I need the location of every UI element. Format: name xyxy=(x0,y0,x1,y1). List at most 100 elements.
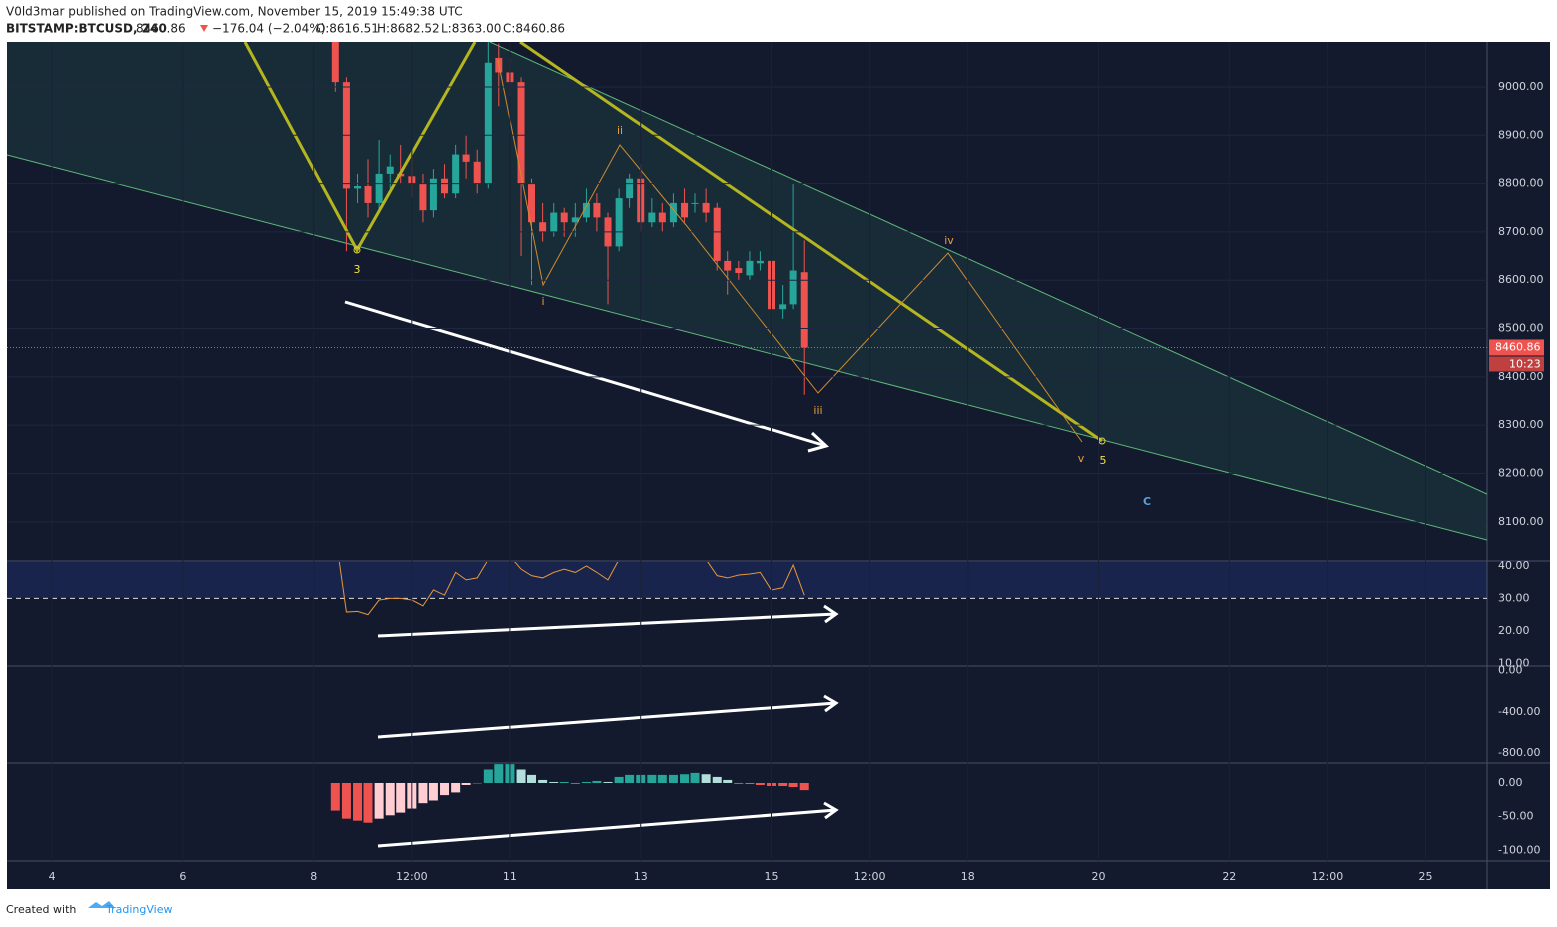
y-tick-label: 8700.00 xyxy=(1498,225,1544,238)
hist-bar xyxy=(690,772,700,783)
candle-body xyxy=(331,42,339,83)
candle-body xyxy=(626,178,634,199)
x-tick-label: 6 xyxy=(179,870,186,883)
arrow xyxy=(377,701,837,739)
x-tick-label: 25 xyxy=(1419,870,1433,883)
hist-bar xyxy=(570,782,580,784)
y-tick-label: -800.00 xyxy=(1498,746,1540,759)
candle-body xyxy=(593,202,601,218)
y-tick-label: 0.00 xyxy=(1498,664,1523,677)
candle-body xyxy=(375,173,383,203)
logo xyxy=(88,901,115,908)
arrows xyxy=(344,300,839,848)
wave-label: v xyxy=(1078,452,1085,465)
x-tick-label: 4 xyxy=(49,870,56,883)
hist-bar xyxy=(527,774,537,783)
rsi-line xyxy=(338,562,805,616)
wave-label: iii xyxy=(813,404,822,417)
candle-body xyxy=(756,260,764,264)
hist-bar xyxy=(647,774,657,783)
y-tick-label: 8600.00 xyxy=(1498,273,1544,286)
wave-line xyxy=(519,42,1103,443)
close: C:8460.86 xyxy=(503,22,565,36)
change: −176.04 (−2.04%) xyxy=(212,22,325,36)
high: H:8682.52 xyxy=(377,22,440,36)
y-tick-label: 8400.00 xyxy=(1498,370,1544,383)
hist-bar xyxy=(614,776,624,783)
subwave-line xyxy=(497,59,1083,443)
candle-body xyxy=(364,185,372,203)
hist-bar xyxy=(723,779,733,783)
candle-body xyxy=(669,202,677,223)
x-tick-label: 20 xyxy=(1092,870,1106,883)
x-tick-label: 22 xyxy=(1222,870,1236,883)
y-tick-label: 8100.00 xyxy=(1498,515,1544,528)
hist-bar xyxy=(353,782,363,821)
y-tick-label: 10.00 xyxy=(1498,656,1530,669)
candle-body xyxy=(354,185,362,189)
y-tick-label: 40.00 xyxy=(1498,559,1530,572)
candle-body xyxy=(702,202,710,213)
candle-body xyxy=(462,154,470,162)
countdown-tag xyxy=(1489,356,1544,372)
x-tick-label: 13 xyxy=(634,870,648,883)
hist-bar xyxy=(788,782,798,788)
hist-bar xyxy=(461,782,471,786)
candle-body xyxy=(473,161,481,184)
hist-bar xyxy=(418,782,428,804)
low: L:8363.00 xyxy=(441,22,501,36)
pivot xyxy=(353,246,361,254)
candle-body xyxy=(691,202,699,204)
arrow xyxy=(377,612,837,638)
hist-bar xyxy=(483,769,493,783)
hist-bar xyxy=(625,774,635,783)
hist-bar xyxy=(363,782,373,823)
hist-bar xyxy=(330,782,340,811)
hist-bar xyxy=(472,782,482,784)
channel-lower xyxy=(7,154,1487,541)
y-tick-label: 9000.00 xyxy=(1498,80,1544,93)
hist-bar xyxy=(701,774,711,783)
x-tick-label: 18 xyxy=(961,870,975,883)
overlays xyxy=(243,42,1106,445)
candle-body xyxy=(713,207,721,261)
wave-label: iv xyxy=(944,234,954,247)
x-tick-label: 8 xyxy=(310,870,317,883)
hist-bar xyxy=(712,776,722,783)
candle-body xyxy=(452,154,460,194)
hist-bar xyxy=(451,782,461,793)
arrow-head xyxy=(823,604,839,624)
price-tag xyxy=(1489,339,1544,356)
price-tag-label: 8460.86 xyxy=(1495,340,1541,353)
rsi-pane xyxy=(7,562,1487,616)
symbol: BITSTAMP:BTCUSD, 240 xyxy=(6,22,167,36)
hist-bar xyxy=(799,782,809,791)
arrow-head xyxy=(807,431,829,453)
x-tick-label: 12:00 xyxy=(1312,870,1344,883)
y-tick-label: 8300.00 xyxy=(1498,418,1544,431)
x-tick-label: 12:00 xyxy=(854,870,886,883)
wave-label: 5 xyxy=(1100,454,1107,467)
hist-bar xyxy=(440,782,450,796)
macd-pane xyxy=(330,764,809,823)
arrow-head xyxy=(823,801,839,820)
candle-body xyxy=(681,202,689,218)
candle-body xyxy=(615,198,623,247)
candle-body xyxy=(550,212,558,232)
candle-body xyxy=(539,222,547,232)
candle-body xyxy=(517,82,525,184)
footer-brand: TradingView xyxy=(105,903,172,916)
hist-bar xyxy=(680,774,690,783)
wave-label: 3 xyxy=(354,263,361,276)
open: O:8616.51 xyxy=(316,22,379,36)
candle-body xyxy=(429,178,437,211)
candle-body xyxy=(724,260,732,271)
hist-bar xyxy=(592,780,602,783)
channel-upper xyxy=(489,42,1487,495)
y-tick-label: 0.00 xyxy=(1498,776,1523,789)
publisher-line: V0ld3mar published on TradingView.com, N… xyxy=(6,5,463,19)
wave-label: C xyxy=(1143,495,1151,508)
y-tick-label: 8800.00 xyxy=(1498,177,1544,190)
y-tick-label: 30.00 xyxy=(1498,591,1530,604)
